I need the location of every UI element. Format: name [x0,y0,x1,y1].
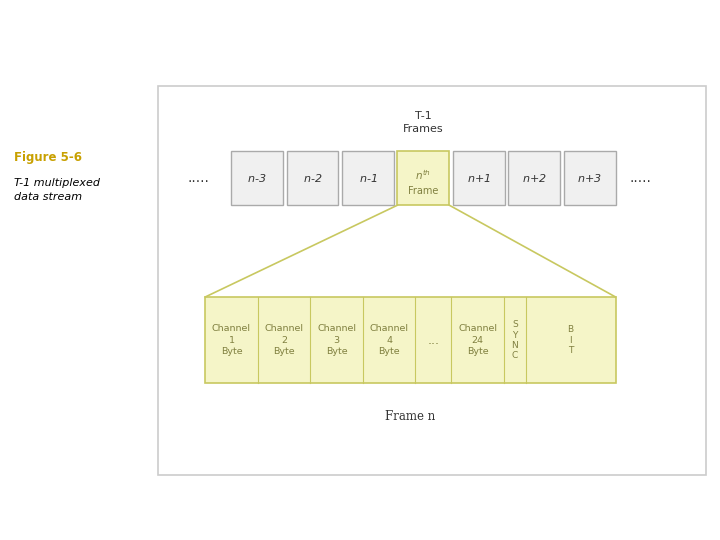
FancyBboxPatch shape [342,151,394,205]
Text: $n$-3: $n$-3 [248,172,266,184]
Text: T-1
Frames: T-1 Frames [403,111,444,134]
FancyBboxPatch shape [287,151,338,205]
Text: $n$-2: $n$-2 [302,172,323,184]
Text: $n$+3: $n$+3 [577,172,602,184]
Text: $n$-1: $n$-1 [359,172,377,184]
Text: .....: ..... [630,171,652,185]
FancyBboxPatch shape [397,151,449,205]
Text: Frame n: Frame n [385,410,436,423]
Text: .....: ..... [188,171,210,185]
FancyBboxPatch shape [453,151,505,205]
Text: Frame: Frame [408,186,438,195]
FancyBboxPatch shape [231,151,283,205]
Text: S
Y
N
C: S Y N C [511,320,518,360]
Text: Channel
4
Byte: Channel 4 Byte [369,324,409,356]
Text: $n$+1: $n$+1 [467,172,491,184]
FancyBboxPatch shape [564,151,616,205]
FancyBboxPatch shape [508,151,560,205]
Text: ...: ... [428,334,439,347]
Text: Channel
2
Byte: Channel 2 Byte [264,324,304,356]
FancyBboxPatch shape [158,86,706,475]
FancyBboxPatch shape [205,297,616,383]
Text: Channel
24
Byte: Channel 24 Byte [458,324,498,356]
Text: T-1 multiplexed
data stream: T-1 multiplexed data stream [14,178,100,202]
Text: $n$+2: $n$+2 [522,172,546,184]
Text: B
I
T: B I T [567,325,574,355]
Text: Channel
3
Byte: Channel 3 Byte [317,324,356,356]
Text: Channel
1
Byte: Channel 1 Byte [212,324,251,356]
Text: Figure 5-6: Figure 5-6 [14,151,82,164]
Text: $n^{th}$: $n^{th}$ [415,168,431,183]
